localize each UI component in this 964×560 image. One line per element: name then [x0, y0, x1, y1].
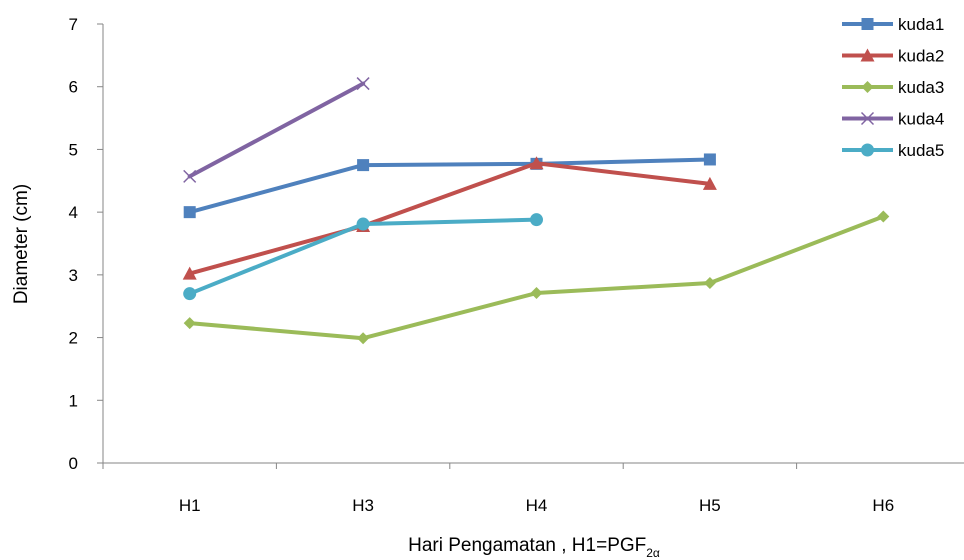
y-tick-label: 5 [69, 140, 78, 159]
legend: kuda1 kuda2 kuda3 kuda4 kuda5 [842, 15, 944, 160]
legend-marker [860, 48, 875, 62]
legend-item-kuda3: kuda3 [842, 78, 944, 97]
series-layer [182, 77, 890, 345]
data-point-kuda1 [357, 159, 370, 172]
data-point-kuda3 [357, 332, 370, 345]
y-tick-label: 0 [69, 454, 78, 473]
x-tick-label: H3 [352, 496, 374, 515]
series-kuda3 [183, 210, 890, 345]
legend-item-kuda4: kuda4 [842, 110, 944, 129]
legend-label: kuda3 [898, 78, 944, 97]
y-tick-label: 7 [69, 15, 78, 34]
marker-stroke [860, 111, 875, 126]
series-kuda5 [183, 213, 543, 301]
data-point-kuda5 [356, 217, 370, 231]
data-point-kuda4 [183, 169, 197, 183]
legend-item-kuda5: kuda5 [842, 141, 944, 160]
x-tick-label: H1 [179, 496, 201, 515]
data-point-kuda2 [529, 156, 544, 170]
data-point-kuda4 [356, 77, 370, 91]
x-tick-label: H6 [872, 496, 894, 515]
series-kuda4 [183, 77, 370, 183]
data-point-kuda1 [183, 206, 196, 219]
series-line-kuda3 [187, 214, 886, 341]
axes: 0 1 2 3 4 5 6 7 H1 H3 H4 H5 H6 [69, 15, 964, 515]
legend-label: kuda1 [898, 15, 944, 34]
series-line-kuda2 [187, 161, 712, 276]
legend-marker [861, 143, 874, 157]
y-tick-label: 3 [69, 266, 78, 285]
series-kuda1 [183, 153, 716, 219]
data-point-kuda2 [182, 266, 197, 280]
data-point-kuda3 [877, 210, 890, 223]
legend-label: kuda4 [898, 110, 944, 129]
data-point-kuda3 [703, 277, 716, 290]
marker-stroke [356, 77, 370, 91]
series-kuda2 [182, 156, 717, 280]
y-tick-label: 1 [69, 391, 78, 410]
legend-marker [861, 18, 874, 30]
data-point-kuda3 [183, 317, 196, 330]
data-point-kuda1 [703, 153, 716, 166]
legend-marker [860, 111, 875, 126]
legend-marker [861, 81, 874, 93]
marker-stroke [183, 169, 197, 183]
x-axis-title-subscript: 2α [646, 546, 660, 560]
data-point-kuda5 [530, 213, 543, 227]
x-axis-title-main: Hari Pengamatan , H1=PGF [408, 535, 646, 556]
legend-label: kuda5 [898, 141, 944, 160]
y-axis-title: Diameter (cm) [11, 184, 32, 304]
x-axis-title: Hari Pengamatan , H1=PGF2α [408, 535, 660, 560]
y-tick-label: 2 [69, 329, 78, 348]
data-point-kuda5 [183, 287, 197, 301]
x-tick-label: H5 [699, 496, 721, 515]
data-point-kuda2 [702, 176, 717, 190]
series-line-kuda1 [187, 157, 712, 215]
legend-label: kuda2 [898, 47, 944, 66]
y-tick-label: 6 [69, 78, 78, 97]
x-tick-label: H4 [526, 496, 548, 515]
data-point-kuda3 [530, 287, 543, 300]
legend-item-kuda2: kuda2 [842, 47, 944, 66]
y-tick-label: 4 [69, 203, 78, 222]
series-line-kuda4 [187, 81, 366, 179]
legend-item-kuda1: kuda1 [842, 15, 944, 34]
